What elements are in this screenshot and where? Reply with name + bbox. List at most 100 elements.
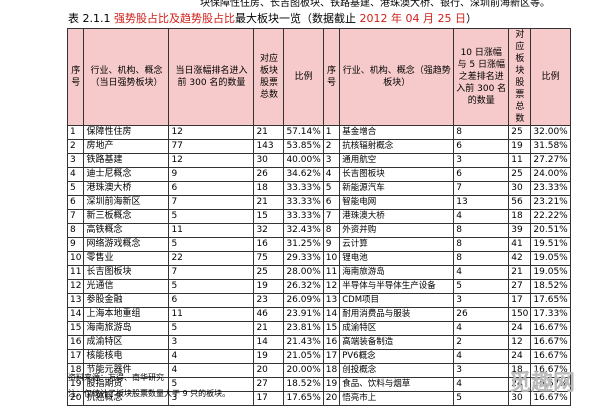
table-cell: 24 <box>508 349 532 364</box>
table-cell: 6 <box>66 195 85 210</box>
table-cell: 抗核辐射概念 <box>339 139 455 154</box>
table-row: 15 海南旅游岛 5 21 23.81% 15 成渝特区 4 24 16.67% <box>66 321 571 336</box>
header-cell: 比例 <box>530 28 571 126</box>
table-cell: 11 <box>322 265 341 280</box>
table-cell: 23.33% <box>530 181 571 196</box>
table-row: 2 房地产 77 143 53.85% 2 抗核辐射概念 6 19 31.58% <box>66 139 571 154</box>
table-cell: 26.32% <box>283 279 324 294</box>
table-cell: 5 <box>168 321 255 336</box>
top-text: 块保障性住房、长吉图板块、铁路基建、港珠澳大桥、银行、深圳前海新区等。 <box>200 0 550 9</box>
table-cell: 5 <box>322 181 341 196</box>
table-cell: 基金增合 <box>339 125 455 140</box>
table-cell: 16 <box>253 237 285 252</box>
table-cell: 通用航空 <box>339 153 455 168</box>
table-cell: 8 <box>453 251 510 266</box>
title-part: ） <box>465 12 477 25</box>
table-cell: 32.43% <box>283 223 324 238</box>
table-cell: 2 <box>66 139 85 154</box>
table-cell: 9 <box>66 237 85 252</box>
table-cell: 3 <box>66 153 85 168</box>
table-cell: 光通信 <box>83 279 170 294</box>
table-cell: 6 <box>168 181 255 196</box>
table-cell: 外资并购 <box>339 223 455 238</box>
table-cell: 12 <box>66 279 85 294</box>
table-cell: 7 <box>168 265 255 280</box>
table-cell: 长吉图板块 <box>339 167 455 182</box>
table-cell: 17.33% <box>530 307 571 322</box>
table-cell: 16.67% <box>530 349 571 364</box>
table-cell: 40.00% <box>283 153 324 168</box>
table-cell: 4 <box>66 167 85 182</box>
table-cell: 零售业 <box>83 251 170 266</box>
table-row: 8 高铁概念 11 32 32.43% 8 外资并购 8 39 20.51% <box>66 223 571 238</box>
table-cell: 23.81% <box>283 321 324 336</box>
header-cell: 对应板块股票总数 <box>253 28 285 126</box>
table-cell: 13 <box>322 293 341 308</box>
table-cell: 高铁概念 <box>83 223 170 238</box>
header-cell: 当日涨幅排名进入前 300 名的数量 <box>168 28 255 126</box>
header-cell: 序号 <box>322 28 341 126</box>
table-cell: 33.33% <box>283 195 324 210</box>
table-cell: 8 <box>322 223 341 238</box>
table-cell: 20.51% <box>530 223 571 238</box>
table-row: 10 零售业 22 75 29.33% 10 锂电池 8 42 19.05% <box>66 251 571 266</box>
table-row: 9 网络游戏概念 5 16 31.25% 9 云计算 8 41 19.51% <box>66 237 571 252</box>
table-cell: 海南旅游岛 <box>83 321 170 336</box>
table-cell: 4 <box>168 363 255 378</box>
table-cell: 15 <box>322 321 341 336</box>
table-cell: 16.67% <box>530 335 571 350</box>
table-cell: 15 <box>66 321 85 336</box>
table-cell: 27 <box>253 377 285 392</box>
table-cell: 新能源汽车 <box>339 181 455 196</box>
table-cell: 6 <box>453 139 510 154</box>
table-cell: 成渝特区 <box>339 321 455 336</box>
table-cell: 33.33% <box>283 209 324 224</box>
table-cell: 7 <box>168 195 255 210</box>
table: 序号 行业、机构、概念（当日强势板块） 当日涨幅排名进入前 300 名的数量 对应板块… <box>66 28 571 406</box>
table-cell: 4 <box>453 321 510 336</box>
table-row: 13 参股金融 6 23 26.09% 13 CDM项目 3 17 17.65% <box>66 293 571 308</box>
table-row: 6 深圳前海新区 7 21 33.33% 6 智能电网 13 56 23.21% <box>66 195 571 210</box>
table-cell: 32.00% <box>530 125 571 140</box>
table-cell: 17.65% <box>530 293 571 308</box>
table-cell: 19.51% <box>530 237 571 252</box>
table-cell: 新三板概念 <box>83 209 170 224</box>
table-row: 12 光通信 5 19 26.32% 12 半导体与半导体生产设备 5 27 18.52% <box>66 279 571 294</box>
table-cell: 3 <box>168 335 255 350</box>
table-row: 16 成渝特区 3 14 21.43% 16 高端装备制造 2 12 16.67% <box>66 335 571 350</box>
table-cell: PV6概念 <box>339 349 455 364</box>
table-cell: 4 <box>453 209 510 224</box>
title: 表 2.1.1 强势股占比及趋势股占比最大板块一览（数据截止 2012 年 04… <box>68 10 477 26</box>
table-cell: 云计算 <box>339 237 455 252</box>
table-cell: 参股金融 <box>83 293 170 308</box>
table-cell: 24.00% <box>530 167 571 182</box>
table-cell: 21 <box>253 195 285 210</box>
table-cell: 14 <box>253 335 285 350</box>
table-cell: 16.67% <box>530 321 571 336</box>
table-cell: 4 <box>453 349 510 364</box>
table-cell: 3 <box>322 153 341 168</box>
table-cell: 21 <box>253 125 285 140</box>
table-cell: 19 <box>253 349 285 364</box>
table-cell: 31.58% <box>530 139 571 154</box>
table-cell: 23.21% <box>530 195 571 210</box>
table-cell: 7 <box>322 209 341 224</box>
table-cell: 5 <box>168 279 255 294</box>
table-cell: 4 <box>322 167 341 182</box>
table-cell: 143 <box>253 139 285 154</box>
table-cell: 9 <box>322 237 341 252</box>
table-cell: 20 <box>322 391 341 406</box>
table-cell: 5 <box>168 209 255 224</box>
table-cell: 成渝特区 <box>83 335 170 350</box>
table-cell: 27.27% <box>530 153 571 168</box>
table-cell: 18.52% <box>283 377 324 392</box>
table-cell: 3 <box>453 293 510 308</box>
table-cell: 17 <box>66 349 85 364</box>
header-cell: 10 日涨幅与 5 日涨幅之差排名进入前 300 名的数量 <box>453 28 510 126</box>
table-cell: 31.25% <box>283 237 324 252</box>
table-cell: 23 <box>253 293 285 308</box>
table-cell: 上海本地重组 <box>83 307 170 322</box>
table-cell: 12 <box>322 279 341 294</box>
table-cell: 6 <box>453 167 510 182</box>
